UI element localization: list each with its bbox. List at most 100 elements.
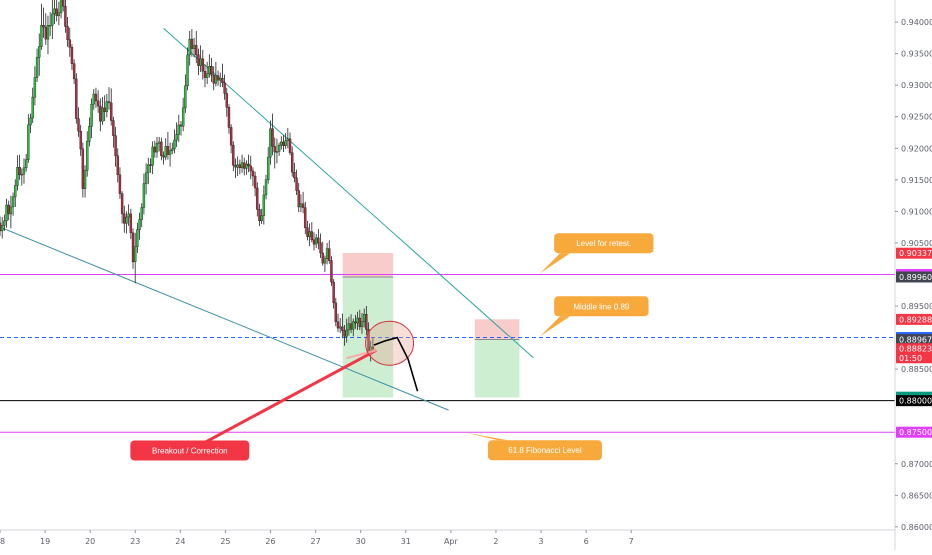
candle-body <box>347 323 351 331</box>
candle-body <box>46 25 50 40</box>
price-tick-label: 0.86500 <box>901 491 932 500</box>
candle-body <box>251 170 255 177</box>
candle <box>345 318 348 343</box>
candle <box>334 297 338 327</box>
candle <box>256 182 259 217</box>
candle <box>14 179 17 207</box>
candle <box>107 87 111 110</box>
candle-body <box>149 164 152 166</box>
annotation-box <box>487 440 602 461</box>
candle <box>310 222 314 243</box>
candle <box>301 191 305 214</box>
candle-body <box>48 25 52 27</box>
candle <box>136 222 139 254</box>
candle <box>125 211 128 234</box>
candle <box>110 88 113 126</box>
candle <box>360 312 364 334</box>
candle-body <box>38 46 41 58</box>
candle-body <box>192 45 196 49</box>
candle-body <box>123 213 126 224</box>
candle-body <box>201 58 204 72</box>
candle <box>105 94 109 118</box>
candle-body <box>352 321 355 330</box>
candle-body <box>127 213 130 218</box>
projection-path <box>373 336 419 392</box>
candle-body <box>358 317 361 328</box>
candle <box>118 167 122 199</box>
candle <box>210 58 213 83</box>
candle <box>221 63 224 88</box>
annotations: Level for retest. Middle line 0.89 61.8 Fi… <box>130 233 654 461</box>
candle-body <box>171 148 174 151</box>
candle <box>116 148 119 183</box>
candle <box>290 146 294 177</box>
candle-body <box>14 185 17 198</box>
candle <box>62 0 65 12</box>
price-badge: 0.90337 <box>896 247 932 259</box>
price-badge: 0.88000 <box>896 395 932 407</box>
candle <box>9 195 13 229</box>
candle-body <box>234 165 237 168</box>
candle <box>160 137 163 161</box>
candle-body <box>53 8 56 15</box>
candle-body <box>0 225 4 232</box>
candle-body <box>334 302 338 322</box>
candle <box>341 313 344 339</box>
candle <box>48 11 52 36</box>
candle-body <box>64 6 67 27</box>
candle <box>46 15 50 55</box>
candle <box>33 66 37 106</box>
candle <box>35 48 39 83</box>
price-badge-label: 0.90337 <box>899 249 932 258</box>
candle <box>79 124 82 156</box>
candle-body <box>92 93 95 105</box>
candle <box>88 117 91 147</box>
candle <box>168 142 172 167</box>
candle <box>245 160 248 175</box>
candle <box>155 136 159 158</box>
candle-body <box>157 141 161 144</box>
candle <box>120 191 124 224</box>
candle <box>317 229 320 250</box>
candle-body <box>22 167 26 175</box>
candle <box>293 162 296 183</box>
candle-body <box>5 204 8 222</box>
price-tick-label: 0.94000 <box>901 18 932 27</box>
candle-body <box>160 141 163 157</box>
price-badge-label: 01:50 <box>899 354 922 363</box>
time-tick-label: 2 <box>493 537 498 546</box>
candle-body <box>114 135 117 157</box>
candle-body <box>11 196 15 208</box>
candle <box>216 70 220 86</box>
candle-body <box>75 78 78 119</box>
candle-body <box>199 58 202 66</box>
candle <box>51 0 54 40</box>
candle-body <box>136 229 139 247</box>
candle-body <box>173 139 176 150</box>
candle-body <box>280 141 283 146</box>
time-tick-label: 31 <box>401 537 411 546</box>
price-badge-label: 0.89288 <box>899 315 932 324</box>
candle-body <box>118 174 122 194</box>
candle <box>16 155 19 191</box>
candle-body <box>208 66 211 75</box>
price-badge: 0.89288 <box>896 313 932 325</box>
candle <box>273 137 276 169</box>
candle-body <box>223 82 226 94</box>
candle-body <box>31 96 34 119</box>
candle <box>101 97 104 125</box>
candle-body <box>24 159 28 169</box>
candle <box>68 27 71 57</box>
candle-body <box>168 150 172 155</box>
candle-body <box>212 74 215 84</box>
candle-body <box>20 173 24 176</box>
candle <box>277 142 281 156</box>
candle <box>330 256 333 286</box>
candle <box>147 157 150 185</box>
annotation-pointer <box>463 432 508 441</box>
candle-body <box>271 128 274 147</box>
candle-body <box>103 107 106 112</box>
